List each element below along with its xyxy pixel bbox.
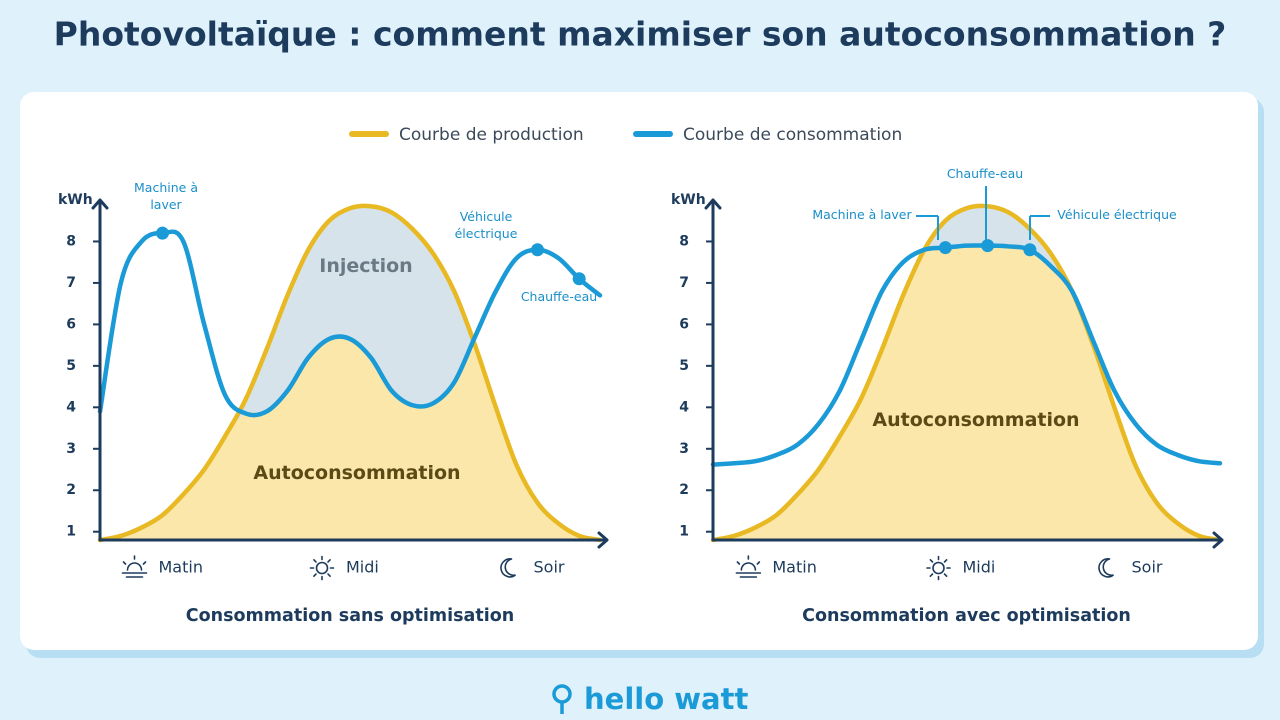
annotation: Machine à laver — [134, 180, 198, 212]
annotation: Chauffe-eau — [946, 166, 1024, 181]
annotation: Chauffe-eau — [520, 289, 598, 304]
legend-label: Courbe de consommation — [683, 125, 902, 145]
area-label: Injection — [319, 255, 413, 277]
midi-icon — [932, 561, 945, 575]
y-tick-label: 1 — [66, 524, 76, 540]
y-tick-label: 1 — [679, 524, 689, 540]
logo: hello watt — [584, 682, 748, 716]
annotation: Véhicule électrique — [454, 209, 518, 241]
x-axis-label: Consommation avec optimisation — [802, 606, 1131, 626]
y-tick-label: 6 — [66, 316, 76, 332]
midi-icon — [943, 559, 948, 563]
soir-icon — [500, 558, 516, 578]
series-line — [97, 203, 603, 543]
y-tick-label: 4 — [679, 399, 689, 415]
midi-icon — [943, 573, 948, 577]
event-marker — [938, 241, 952, 255]
annotation: Véhicule électrique — [1057, 207, 1177, 222]
y-tick-label: 2 — [679, 482, 689, 498]
matin-icon — [735, 555, 762, 578]
series-line — [710, 203, 1223, 543]
x-axis — [711, 531, 1224, 549]
autoconsommation-area — [713, 245, 1220, 540]
y-tick-label: 5 — [679, 358, 689, 374]
midi-icon — [315, 561, 329, 575]
x-tick-label: Midi — [963, 558, 996, 577]
matin-icon — [121, 555, 148, 578]
y-tick-label: 4 — [66, 399, 76, 415]
event-marker — [531, 243, 544, 257]
annotation: Machine à laver — [812, 207, 912, 222]
y-axis — [704, 198, 722, 542]
midi-icon — [327, 559, 331, 563]
x-tick-label: Matin — [159, 558, 203, 577]
series-line — [97, 229, 603, 418]
x-axis — [98, 531, 609, 549]
y-axis-label: kWh — [671, 192, 706, 208]
event-marker — [156, 226, 169, 240]
x-tick-label: Midi — [346, 558, 379, 577]
legend-label: Courbe de production — [399, 125, 584, 145]
y-tick-label: 7 — [66, 275, 76, 291]
autoconsommation-area — [100, 336, 600, 540]
event-marker — [981, 239, 995, 253]
event-marker — [1023, 243, 1037, 257]
area-label: Autoconsommation — [872, 409, 1080, 431]
midi-icon — [929, 573, 934, 577]
midi-icon — [327, 573, 331, 577]
y-tick-label: 6 — [679, 316, 689, 332]
x-tick-label: Soir — [534, 558, 565, 577]
x-tick-label: Matin — [772, 558, 816, 577]
midi-icon — [313, 559, 317, 563]
y-tick-label: 3 — [66, 441, 76, 457]
logo-icon — [552, 684, 572, 704]
y-tick-label: 7 — [679, 275, 689, 291]
midi-icon — [313, 573, 317, 577]
y-axis — [91, 198, 109, 542]
title: Photovoltaïque : comment maximiser son a… — [54, 15, 1227, 54]
midi-icon — [929, 559, 934, 563]
x-tick-label: Soir — [1132, 558, 1163, 577]
soir-icon — [1098, 558, 1114, 578]
y-tick-label: 2 — [66, 482, 76, 498]
x-axis-label: Consommation sans optimisation — [186, 606, 514, 626]
y-tick-label: 3 — [679, 441, 689, 457]
event-marker — [572, 272, 586, 286]
y-tick-label: 8 — [66, 233, 76, 249]
y-tick-label: 8 — [679, 233, 689, 249]
y-tick-label: 5 — [66, 358, 76, 374]
y-axis-label: kWh — [58, 192, 93, 208]
area-label: Autoconsommation — [253, 462, 461, 484]
series-line — [710, 243, 1223, 467]
